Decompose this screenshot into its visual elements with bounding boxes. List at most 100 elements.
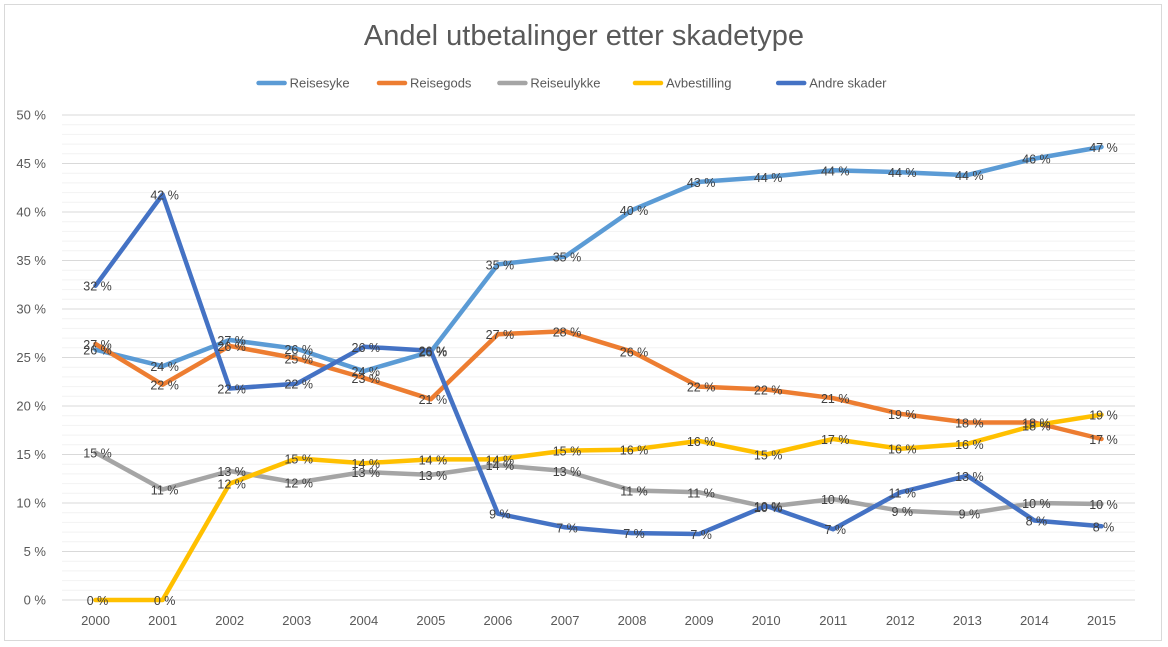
data-label: 40 %	[620, 204, 649, 218]
data-label: 11 %	[687, 486, 715, 500]
data-label: 12 %	[284, 477, 313, 491]
data-label: 32 %	[83, 280, 112, 294]
x-tick-label: 2011	[819, 613, 847, 628]
data-label: 18 %	[1022, 416, 1051, 430]
data-label: 13 %	[217, 465, 246, 479]
data-label: 16 %	[687, 435, 716, 449]
chart-frame	[4, 4, 1162, 641]
data-label: 42 %	[150, 189, 179, 203]
legend: Reisesyke Reisegods Reiseulykke Avbestillin…	[256, 76, 887, 91]
data-label: 9 %	[959, 508, 981, 522]
data-label: 14 %	[352, 457, 381, 471]
data-label: 22 %	[754, 384, 783, 398]
y-tick-label: 25 %	[16, 350, 46, 365]
series-line-andre-skader	[93, 192, 1104, 537]
data-label: 19 %	[1089, 409, 1118, 423]
y-tick-label: 45 %	[16, 156, 46, 171]
axes: 0 % 5 % 10 % 15 % 20 % 25 % 30 % 35 % 40 % 45 % 50…	[16, 108, 1135, 628]
data-label: 15 %	[83, 447, 112, 461]
data-label: 26 %	[217, 340, 246, 354]
data-label: 8 %	[1093, 520, 1115, 534]
data-label: 21 %	[419, 393, 448, 407]
x-tick-label: 2010	[752, 613, 781, 628]
data-label: 9 %	[489, 508, 511, 522]
data-label: 7 %	[690, 528, 712, 542]
data-label: 22 %	[284, 378, 313, 392]
data-label: 7 %	[824, 523, 846, 537]
data-label: 26 %	[83, 344, 112, 358]
data-label: 8 %	[1026, 514, 1048, 528]
y-tick-label: 20 %	[16, 399, 46, 414]
x-tick-label: 2007	[551, 613, 580, 628]
data-label: 22 %	[150, 379, 179, 393]
data-label: 44 %	[955, 169, 984, 183]
data-label: 44 %	[754, 171, 783, 185]
legend-item: Reisegods	[376, 76, 472, 91]
data-label: 15 %	[553, 445, 582, 459]
data-label: 9 %	[892, 505, 914, 519]
chart-title: Andel utbetalinger etter skadetype	[363, 20, 805, 52]
data-label: 17 %	[1089, 433, 1118, 447]
data-label: 26 %	[352, 341, 381, 355]
series-line-reiseulykke	[93, 450, 1104, 516]
series-line-reisesyke	[93, 144, 1104, 374]
data-label: 16 %	[955, 438, 984, 452]
y-tick-label: 15 %	[16, 447, 46, 462]
series-line-reisegods	[93, 329, 1104, 442]
data-label: 26 %	[419, 345, 448, 359]
x-tick-label: 2000	[81, 613, 110, 628]
data-label: 13 %	[419, 469, 448, 483]
data-label: 13 %	[955, 470, 984, 484]
legend-label: Avbestilling	[666, 76, 732, 91]
data-label: 0 %	[87, 594, 109, 608]
data-label: 44 %	[888, 166, 917, 180]
data-label: 26 %	[620, 346, 649, 360]
data-label: 16 %	[888, 443, 917, 457]
data-label: 19 %	[888, 408, 917, 422]
data-label: 10 %	[754, 500, 783, 514]
x-tick-label: 2006	[483, 613, 512, 628]
legend-item: Reiseulykke	[497, 76, 600, 91]
x-tick-label: 2013	[953, 613, 982, 628]
data-label: 10 %	[821, 493, 850, 507]
data-label: 16 %	[620, 444, 649, 458]
data-label: 12 %	[217, 478, 246, 492]
data-label: 22 %	[217, 383, 246, 397]
data-label: 27 %	[217, 334, 246, 348]
gridlines	[62, 114, 1135, 601]
y-tick-label: 30 %	[16, 302, 46, 317]
data-label: 14 %	[486, 459, 515, 473]
data-label: 18 %	[955, 416, 984, 430]
data-label: 35 %	[486, 258, 515, 272]
data-labels: 26 %24 %27 %26 %24 %26 %35 %35 %40 %43 %…	[83, 141, 1117, 608]
legend-label: Andre skader	[809, 76, 887, 91]
x-tick-label: 2009	[685, 613, 714, 628]
data-label: 17 %	[821, 433, 850, 447]
x-tick-label: 2002	[215, 613, 244, 628]
series-lines	[93, 144, 1104, 603]
data-label: 27 %	[486, 328, 515, 342]
data-label: 11 %	[151, 483, 179, 497]
data-label: 25 %	[284, 352, 313, 366]
data-label: 28 %	[553, 325, 582, 339]
data-label: 46 %	[1022, 153, 1051, 167]
y-tick-label: 10 %	[16, 496, 46, 511]
data-label: 35 %	[553, 251, 582, 265]
data-label: 7 %	[556, 521, 578, 535]
y-tick-label: 40 %	[16, 205, 46, 220]
data-label: 44 %	[821, 164, 850, 178]
data-label: 27 %	[83, 338, 112, 352]
data-label: 15 %	[284, 452, 313, 466]
data-label: 0 %	[154, 594, 176, 608]
data-label: 21 %	[821, 392, 850, 406]
data-label: 13 %	[553, 465, 582, 479]
x-tick-label: 2012	[886, 613, 915, 628]
y-tick-label: 35 %	[16, 253, 46, 268]
data-label: 15 %	[754, 449, 783, 463]
legend-item: Avbestilling	[632, 76, 732, 91]
legend-item: Andre skader	[775, 76, 887, 91]
x-tick-label: 2015	[1087, 613, 1116, 628]
y-tick-label: 50 %	[16, 108, 46, 123]
legend-label: Reisegods	[410, 76, 472, 91]
